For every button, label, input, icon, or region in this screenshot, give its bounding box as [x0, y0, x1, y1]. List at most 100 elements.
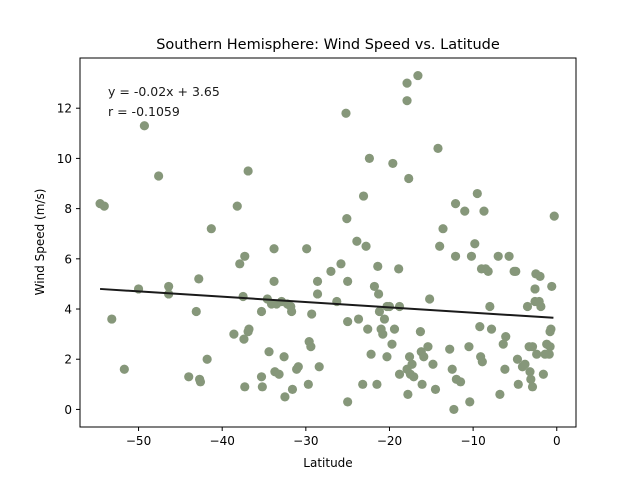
data-point [389, 324, 400, 334]
data-point [235, 259, 245, 269]
data-point [361, 241, 371, 251]
data-point [485, 301, 495, 312]
data-point [525, 367, 535, 377]
data-point [450, 198, 461, 209]
regression-line [100, 287, 554, 319]
y-tick-label: 2 [64, 353, 72, 367]
plot-frame [79, 57, 577, 428]
regression-equation: y = -0.02x + 3.65 [108, 84, 220, 99]
data-point [343, 397, 353, 407]
data-point [363, 324, 373, 334]
data-point [274, 369, 284, 379]
data-point [256, 372, 267, 382]
data-point [280, 392, 290, 402]
data-point [202, 354, 212, 364]
data-point [495, 389, 505, 399]
data-point [342, 214, 352, 224]
data-point [546, 324, 556, 334]
data-point [527, 342, 538, 352]
y-axis-ticks: 0 2 4 6 8 10 12 [57, 102, 80, 417]
data-point [435, 241, 445, 251]
data-point [549, 211, 559, 221]
data-point [343, 316, 353, 327]
data-point [493, 251, 503, 261]
data-point [447, 364, 457, 374]
data-point [366, 349, 376, 359]
data-point [264, 347, 274, 357]
data-point [303, 379, 313, 389]
data-point [455, 377, 466, 387]
data-point [314, 362, 324, 372]
data-point [256, 306, 267, 317]
data-point [382, 352, 392, 362]
data-point [306, 342, 316, 352]
x-tick-label: −30 [293, 434, 318, 448]
data-point [312, 276, 323, 287]
data-point [428, 359, 438, 369]
data-point [287, 384, 298, 394]
y-tick-label: 6 [64, 252, 72, 266]
x-axis-label: Latitude [303, 456, 352, 470]
data-point [307, 309, 317, 319]
y-tick-label: 12 [57, 102, 72, 116]
data-point [336, 259, 346, 269]
data-point [269, 276, 279, 287]
data-point [154, 171, 164, 181]
x-tick-label: 0 [553, 434, 561, 448]
data-point [372, 379, 382, 389]
data-point [409, 372, 419, 382]
data-point [206, 224, 216, 234]
data-point [388, 158, 398, 169]
data-point [535, 271, 545, 281]
data-point [379, 314, 390, 324]
data-point [374, 289, 384, 299]
data-point [449, 404, 459, 415]
data-point [341, 108, 351, 118]
chart-title: Southern Hemisphere: Wind Speed vs. Lati… [156, 37, 500, 53]
data-point [312, 289, 323, 299]
data-point [257, 382, 267, 392]
data-point [229, 329, 239, 339]
data-point [425, 294, 435, 304]
data-point [450, 251, 461, 261]
data-point [244, 324, 254, 334]
data-point [530, 284, 540, 294]
data-point [287, 306, 297, 317]
data-point [536, 301, 546, 312]
data-point [433, 143, 443, 153]
data-point [430, 384, 441, 394]
data-point [232, 201, 242, 211]
x-tick-label: −10 [460, 434, 485, 448]
data-point [139, 121, 150, 131]
data-point [240, 382, 250, 392]
data-point [194, 274, 204, 284]
data-point [119, 364, 129, 374]
data-point [293, 362, 303, 372]
data-point [545, 342, 555, 352]
data-point [445, 344, 455, 354]
data-point [460, 206, 470, 216]
data-point [483, 266, 493, 276]
data-point [195, 377, 206, 387]
data-point [477, 357, 487, 367]
data-point [501, 332, 511, 342]
data-point [513, 379, 523, 389]
data-point [404, 352, 415, 362]
data-point [269, 244, 279, 254]
y-tick-label: 10 [57, 152, 72, 166]
data-point [326, 266, 336, 276]
data-point [419, 352, 429, 362]
data-point [184, 372, 194, 382]
data-point [374, 306, 385, 317]
x-tick-label: −20 [377, 434, 402, 448]
data-point [373, 261, 383, 271]
data-point [353, 314, 364, 324]
data-point [479, 206, 489, 216]
data-point [498, 339, 508, 349]
data-point [243, 166, 253, 176]
data-point [358, 191, 369, 201]
data-point [464, 342, 474, 352]
data-point [486, 324, 497, 334]
data-point [352, 236, 362, 246]
